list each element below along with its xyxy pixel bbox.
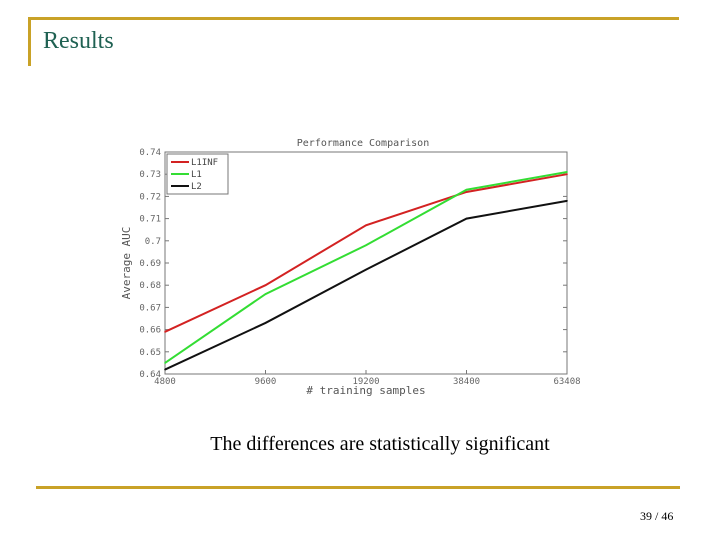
data-point-l2 xyxy=(264,322,267,324)
x-tick-label: 19200 xyxy=(352,377,379,387)
y-tick-label: 0.65 xyxy=(139,348,161,358)
legend-label-l2: L2 xyxy=(191,182,202,192)
footer-rule xyxy=(36,486,680,489)
x-tick-label: 4800 xyxy=(154,377,176,387)
title-frame-top-rule xyxy=(28,17,679,20)
data-point-l1 xyxy=(365,244,367,247)
slide-caption: The differences are statistically signif… xyxy=(210,433,550,455)
chart-title: Performance Comparison xyxy=(297,138,429,149)
data-point-l1 xyxy=(164,362,166,364)
data-point-l2 xyxy=(566,200,568,202)
data-point-l1 xyxy=(566,171,568,173)
x-axis-label: # training samples xyxy=(306,384,425,397)
data-point-l1 xyxy=(264,293,267,295)
y-tick-label: 0.71 xyxy=(139,215,161,225)
data-point-l2 xyxy=(164,368,166,371)
y-tick-label: 0.67 xyxy=(139,303,161,313)
y-tick-label: 0.64 xyxy=(139,370,161,380)
data-point-l2 xyxy=(365,268,367,271)
y-tick-label: 0.72 xyxy=(139,192,161,202)
data-point-l1 xyxy=(465,188,468,191)
legend-label-l1inf: L1INF xyxy=(191,158,218,168)
x-tick-label: 63408 xyxy=(553,377,580,387)
y-tick-label: 0.73 xyxy=(139,170,161,180)
title-frame-left-rule xyxy=(28,17,31,66)
data-point-l1inf xyxy=(365,224,367,227)
y-tick-label: 0.7 xyxy=(145,237,161,247)
y-tick-label: 0.69 xyxy=(139,259,161,269)
y-axis-label: Average AUC xyxy=(120,227,133,300)
y-tick-label: 0.74 xyxy=(139,148,161,158)
chart-legend: L1INF L1 L2 xyxy=(166,153,229,195)
data-point-l1inf xyxy=(465,191,468,193)
data-point-l2 xyxy=(465,217,468,220)
x-tick-label: 9600 xyxy=(255,377,277,387)
page-number: 39 / 46 xyxy=(640,509,674,523)
series-line-l1 xyxy=(164,170,568,364)
performance-chart: Performance Comparison # training sample… xyxy=(120,138,581,397)
y-tick-label: 0.68 xyxy=(139,281,161,291)
legend-label-l1: L1 xyxy=(191,170,202,180)
y-tick-label: 0.66 xyxy=(139,326,161,336)
data-point-l1inf xyxy=(164,331,166,333)
x-tick-label: 38400 xyxy=(453,377,480,387)
series-line-l1inf xyxy=(164,173,568,333)
plot-area xyxy=(164,151,568,375)
data-point-l1inf xyxy=(566,173,568,175)
slide-title: Results xyxy=(43,28,114,54)
data-point-l1inf xyxy=(264,284,267,286)
